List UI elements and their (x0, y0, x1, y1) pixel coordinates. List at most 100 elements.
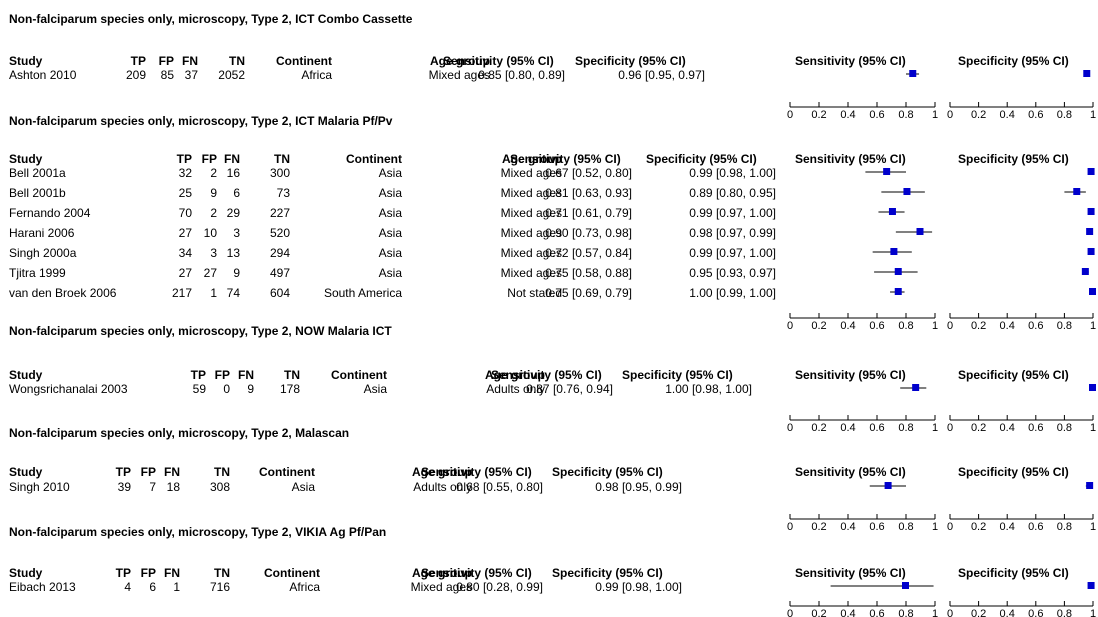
sensitivity-value: 0.75 [0.69, 0.79] (545, 286, 632, 300)
tn-value: 2052 (218, 68, 245, 82)
specificity-tick-label: 0.4 (1000, 422, 1015, 434)
age-group-value: Mixed ages (500, 246, 562, 260)
continent-value: Asia (363, 382, 387, 396)
plot-header-sensitivity: Sensitivity (95% CI) (795, 566, 906, 580)
col-header-sensitivity: Sensitivity (95% CI) (491, 368, 602, 382)
col-header-fn: FN (164, 566, 180, 580)
sensitivity-tick-label: 0 (787, 422, 793, 434)
specificity-tick-label: 1 (1090, 320, 1096, 332)
sensitivity-tick-label: 0.4 (840, 320, 855, 332)
tn-value: 497 (269, 266, 290, 280)
tp-value: 25 (178, 186, 192, 200)
col-header-study: Study (9, 566, 43, 580)
specificity-point-marker (1089, 384, 1096, 391)
plot-header-sensitivity: Sensitivity (95% CI) (795, 54, 906, 68)
age-group-value: Mixed ages (410, 580, 472, 594)
specificity-value: 0.99 [0.98, 1.00] (689, 166, 776, 180)
sensitivity-tick-label: 1 (932, 608, 938, 617)
sensitivity-tick-label: 0.6 (869, 422, 884, 434)
study-name: Fernando 2004 (9, 206, 91, 220)
specificity-point-marker (1087, 248, 1095, 255)
sensitivity-point-marker (884, 482, 892, 489)
fn-value: 3 (233, 226, 240, 240)
col-header-specificity: Specificity (95% CI) (552, 566, 663, 580)
study-name: Singh 2010 (9, 480, 70, 494)
sensitivity-value: 0.68 [0.55, 0.80] (456, 480, 543, 494)
col-header-continent: Continent (331, 368, 387, 382)
section-title: Non-falciparum species only, microscopy,… (9, 12, 413, 26)
col-header-fp: FP (201, 152, 217, 166)
col-header-continent: Continent (264, 566, 320, 580)
specificity-value: 0.99 [0.98, 1.00] (595, 580, 682, 594)
fp-value: 85 (160, 68, 174, 82)
sensitivity-tick-label: 0.6 (869, 608, 884, 617)
sensitivity-point-marker (902, 582, 909, 589)
study-name: Bell 2001b (9, 186, 66, 200)
tp-value: 39 (117, 480, 131, 494)
tp-value: 32 (178, 166, 192, 180)
fn-value: 16 (226, 166, 240, 180)
specificity-tick-label: 0.8 (1057, 608, 1072, 617)
col-header-specificity: Specificity (95% CI) (622, 368, 733, 382)
fp-value: 1 (210, 286, 217, 300)
specificity-point-marker (1086, 228, 1094, 235)
age-group-value: Mixed ages (500, 186, 562, 200)
fn-value: 13 (226, 246, 240, 260)
col-header-specificity: Specificity (95% CI) (575, 54, 686, 68)
col-header-tn: TN (274, 152, 290, 166)
specificity-tick-label: 0.2 (971, 422, 986, 434)
sensitivity-tick-label: 0.4 (840, 109, 855, 121)
col-header-tp: TP (115, 465, 131, 479)
fn-value: 29 (226, 206, 240, 220)
specificity-tick-label: 0.8 (1057, 320, 1072, 332)
sensitivity-tick-label: 0.6 (869, 521, 884, 533)
sensitivity-value: 0.71 [0.61, 0.79] (545, 206, 632, 220)
sensitivity-tick-label: 0.8 (898, 109, 913, 121)
col-header-specificity: Specificity (95% CI) (552, 465, 663, 479)
specificity-tick-label: 0 (947, 109, 953, 121)
sensitivity-tick-label: 0.6 (869, 109, 884, 121)
section-title: Non-falciparum species only, microscopy,… (9, 324, 392, 338)
tn-value: 73 (276, 186, 290, 200)
col-header-fp: FP (158, 54, 174, 68)
sensitivity-tick-label: 0.4 (840, 608, 855, 617)
fn-value: 37 (184, 68, 198, 82)
study-name: Wongsrichanalai 2003 (9, 382, 128, 396)
col-header-fp: FP (214, 368, 230, 382)
plot-header-sensitivity: Sensitivity (95% CI) (795, 152, 906, 166)
specificity-tick-label: 0.8 (1057, 422, 1072, 434)
plot-header-specificity: Specificity (95% CI) (958, 152, 1069, 166)
specificity-point-marker (1083, 70, 1091, 77)
study-name: van den Broek 2006 (9, 286, 117, 300)
fp-value: 7 (149, 480, 156, 494)
tp-value: 70 (178, 206, 192, 220)
specificity-point-marker (1086, 482, 1094, 489)
sensitivity-tick-label: 0.4 (840, 521, 855, 533)
continent-value: Africa (289, 580, 320, 594)
continent-value: Asia (378, 246, 402, 260)
specificity-value: 0.98 [0.97, 0.99] (689, 226, 776, 240)
col-header-tn: TN (214, 566, 230, 580)
tp-value: 217 (171, 286, 192, 300)
sensitivity-value: 0.81 [0.63, 0.93] (545, 186, 632, 200)
specificity-tick-label: 0.6 (1028, 109, 1043, 121)
age-group-value: Mixed ages (428, 68, 490, 82)
col-header-age-group: Age group (485, 368, 545, 382)
col-header-tp: TP (115, 566, 131, 580)
fp-value: 2 (210, 166, 217, 180)
col-header-tp: TP (130, 54, 146, 68)
continent-value: Africa (301, 68, 332, 82)
sensitivity-point-marker (909, 70, 917, 77)
col-header-specificity: Specificity (95% CI) (646, 152, 757, 166)
col-header-fp: FP (140, 465, 156, 479)
sensitivity-tick-label: 0 (787, 608, 793, 617)
tn-value: 604 (269, 286, 290, 300)
sensitivity-tick-label: 0.2 (811, 608, 826, 617)
tp-value: 209 (125, 68, 146, 82)
specificity-tick-label: 0.2 (971, 521, 986, 533)
col-header-sensitivity: Sensitivity (95% CI) (421, 465, 532, 479)
sensitivity-point-marker (894, 268, 902, 275)
tn-value: 520 (269, 226, 290, 240)
col-header-sensitivity: Sensitivity (95% CI) (510, 152, 621, 166)
col-header-fn: FN (164, 465, 180, 479)
